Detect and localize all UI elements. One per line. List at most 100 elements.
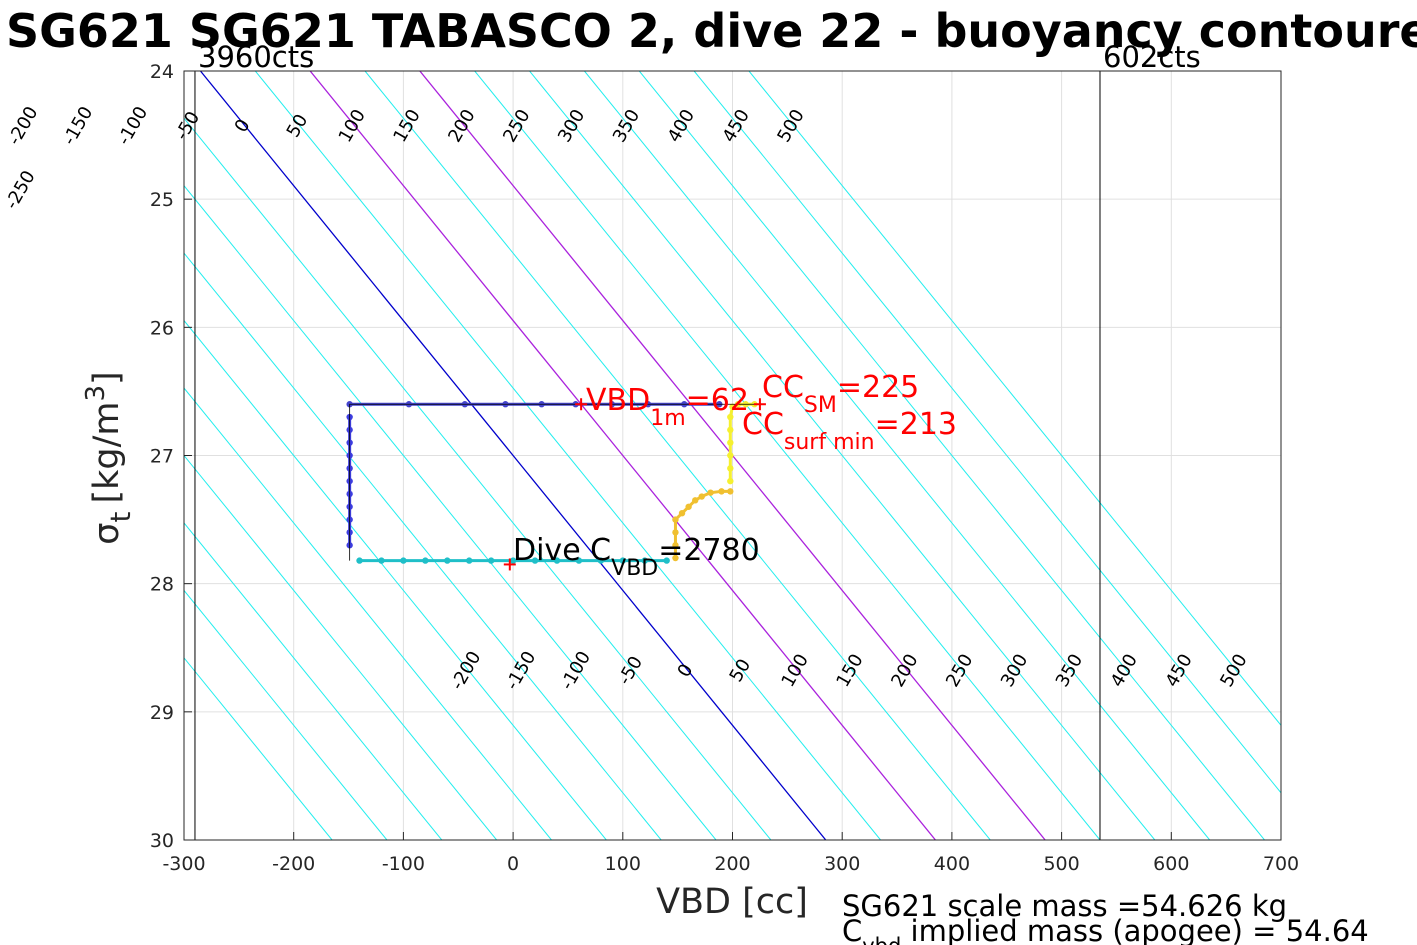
x-tick-label: 700 (1263, 853, 1299, 875)
x-axis-label: VBD [cc] (656, 882, 808, 922)
contour-label: -250 (1, 167, 40, 213)
contour-line (638, 71, 1265, 840)
contour-line (184, 387, 552, 840)
series-point (531, 557, 539, 564)
vbd-1m-main: VBD (586, 383, 650, 418)
y-tick-label: 30 (150, 830, 174, 852)
series-point (378, 557, 385, 564)
contour-label: -200 (4, 103, 43, 149)
series-point (466, 557, 473, 564)
y-axis-bracket: [kg/m (87, 402, 127, 504)
y-axis-sigma: σ (87, 523, 127, 545)
series-point (672, 516, 679, 523)
contour-label: -150 (59, 103, 98, 149)
x-tick-label: -200 (272, 853, 315, 875)
contour-line (254, 71, 881, 840)
contour-label: -100 (114, 103, 153, 149)
x-tick-label: 300 (824, 853, 860, 875)
contour-line (474, 71, 1101, 840)
series-point (727, 439, 734, 446)
cvbd-tail: =2780 (658, 533, 759, 568)
footer-vbd-sub: vbd (862, 934, 901, 945)
cc-sm-annotation: CCSM=225 (762, 370, 919, 418)
cc-surf-main: CC (742, 407, 784, 442)
series-point (727, 488, 734, 495)
contour-line (693, 71, 1281, 794)
y-axis-sup: 3 (81, 385, 111, 402)
series-point (641, 557, 648, 564)
vbd-limit-label-right: 602cts (1103, 40, 1201, 74)
y-tick-label: 29 (150, 702, 174, 724)
y-tick-label: 25 (150, 189, 174, 211)
footer-implied-mass: Cvbd implied mass (apogee) = 54.64 (842, 914, 1369, 945)
vbd-1m-sub: 1m (650, 406, 685, 431)
x-tick-label: 600 (1153, 853, 1189, 875)
series-point (422, 557, 429, 564)
series-point (672, 554, 679, 562)
series-point (678, 509, 686, 517)
series-point (685, 503, 692, 510)
x-ticks: -300 -200 -100 0 100 200 300 400 500 600 700 (162, 832, 1299, 875)
footer-scale-mass: SG621 scale mass =54.626 kg (842, 889, 1287, 923)
cc-surf-min-annotation: CCsurf min=213 (742, 407, 957, 455)
vbd-limit-label-left: 3960cts (198, 40, 314, 74)
cc-surf-sub: surf min (784, 430, 875, 455)
contour-line (184, 454, 498, 840)
series-point (718, 488, 725, 495)
series-point (487, 557, 495, 564)
footer-c: C (842, 914, 862, 945)
x-tick-label: 500 (1043, 853, 1079, 875)
y-tick-label: 26 (150, 317, 174, 339)
series-point (727, 413, 734, 421)
x-tick-label: -100 (382, 853, 425, 875)
series-point (692, 497, 699, 504)
y-axis-label: σt [kg/m3] (81, 371, 137, 544)
contour-line (364, 71, 991, 840)
series-point (727, 465, 734, 472)
series-point (356, 557, 363, 564)
cc-sm-sub: SM (804, 393, 837, 418)
x-tick-label: 0 (507, 853, 519, 875)
x-tick-label: 200 (714, 853, 750, 875)
series-point (444, 557, 451, 564)
cc-surf-tail: =213 (875, 407, 957, 442)
vbd-1m-annotation: VBD1m=62 (586, 383, 749, 431)
vbd-limit-lines (194, 71, 1101, 840)
cvbd-main: Dive C (513, 533, 611, 568)
dive-cvbd-annotation: Dive CVBD=2780 (513, 533, 760, 581)
vbd-1m-tail: =62 (686, 383, 749, 418)
series-point (698, 493, 705, 500)
contour-line (184, 589, 388, 840)
series-point (509, 557, 517, 564)
y-axis-close: ] (87, 371, 127, 385)
footer-tail: implied mass (apogee) = 54.64 (901, 914, 1368, 945)
y-tick-label: 28 (150, 574, 174, 596)
y-ticks: 24 25 26 27 28 29 30 (150, 61, 192, 852)
contour-line (748, 71, 1281, 727)
cc-sm-main: CC (762, 370, 804, 405)
x-tick-label: -300 (162, 853, 205, 875)
cc-sm-tail: =225 (837, 370, 919, 405)
series-point (727, 477, 734, 485)
series-point (400, 557, 407, 564)
series-point (553, 557, 561, 564)
contour-line (584, 71, 1211, 840)
series-point (707, 489, 714, 496)
series-point (663, 557, 670, 564)
series-point (727, 452, 734, 459)
contour-line (184, 319, 607, 840)
series-point (672, 542, 679, 549)
chart-title: SG621 SG621 TABASCO 2, dive 22 - buoyanc… (6, 4, 1417, 58)
contour-line (529, 71, 1156, 840)
x-tick-label: 400 (934, 853, 970, 875)
contour-line (309, 71, 936, 840)
series-point (729, 403, 736, 410)
series-point (672, 529, 679, 536)
y-tick-label: 24 (150, 61, 174, 83)
series-point (597, 557, 605, 564)
data-markers (503, 398, 766, 571)
x-tick-label: 100 (605, 853, 641, 875)
series-point (727, 426, 734, 434)
cvbd-sub: VBD (611, 556, 658, 581)
